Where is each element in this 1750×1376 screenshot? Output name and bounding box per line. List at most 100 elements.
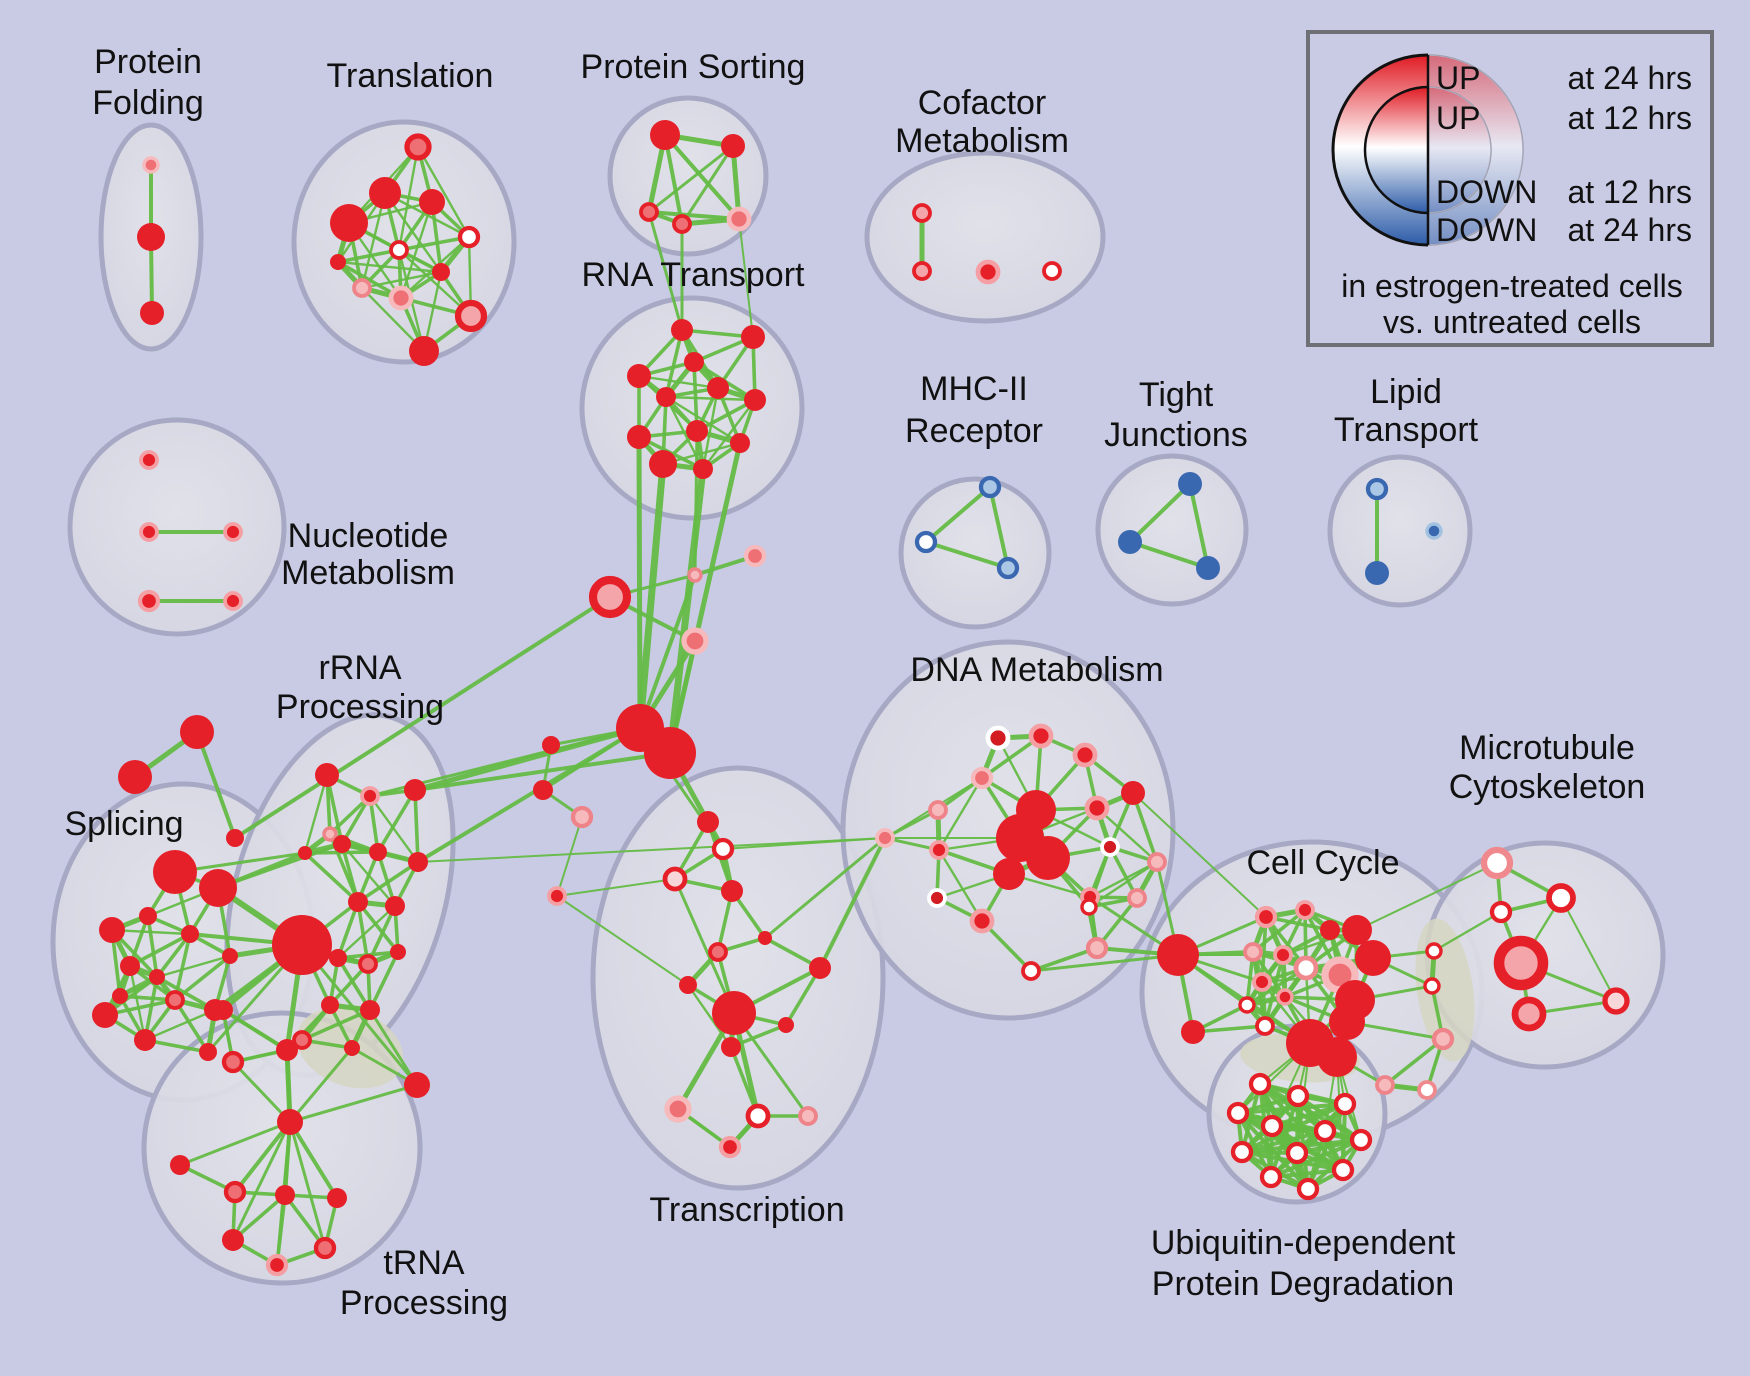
trna-processing-node <box>277 1109 303 1135</box>
network-edge <box>701 398 757 471</box>
cell-cycle-node <box>1355 940 1391 976</box>
rrna-processing-node <box>348 892 368 912</box>
network-edge <box>1188 482 1210 570</box>
transcription-node <box>758 931 772 945</box>
rna-transport-node <box>656 387 676 407</box>
lipid-transport-node <box>1365 477 1389 501</box>
tight-junctions-ellipse <box>1095 453 1249 607</box>
nucleotide-metabolism-label: Nucleotide <box>288 517 449 555</box>
trna-processing-node <box>170 1155 190 1175</box>
microtubule-cytoskeleton-node <box>1493 935 1549 991</box>
tight-junctions-node <box>1118 530 1142 554</box>
network-edge <box>637 374 720 390</box>
tight-junctions-label: Tight <box>1139 376 1214 414</box>
cell-cycle-node <box>1273 945 1293 965</box>
legend-caption-line-1: vs. untreated cells <box>1383 304 1641 340</box>
lipid-transport-label: Transport <box>1334 411 1479 449</box>
rna-transport-node <box>671 319 693 341</box>
microtubule-cytoskeleton-node <box>1511 996 1547 1032</box>
cofactor-metabolism-label: Metabolism <box>895 122 1069 160</box>
network-edge <box>692 360 699 433</box>
trna-processing-node <box>265 1253 289 1277</box>
lipid-transport-ellipse <box>1327 454 1473 608</box>
transcription-node <box>679 976 697 994</box>
network-edge <box>146 914 159 979</box>
network-edge <box>195 730 237 840</box>
network-edge <box>155 975 217 1012</box>
protein-folding-label: Protein <box>94 43 202 81</box>
ubiquitin-degradation-node <box>1331 1158 1355 1182</box>
splicing-node <box>149 969 165 985</box>
network-edge <box>686 983 733 1049</box>
trna-processing-node <box>222 1229 244 1251</box>
rrna-processing-node <box>408 852 428 872</box>
network-edge <box>738 218 754 338</box>
ubiquitin-degradation-node <box>1296 1177 1320 1201</box>
transcription-ellipse <box>590 765 886 1191</box>
translation-node <box>409 336 439 366</box>
network-edge <box>417 837 886 863</box>
ubiquitin-degradation-node <box>1248 1072 1272 1096</box>
dna-metabolism-node <box>969 908 995 934</box>
network-edge <box>1131 791 1159 864</box>
microtubule-cytoskeleton-label: Cytoskeleton <box>1449 768 1646 806</box>
splicing-node <box>199 869 237 907</box>
cell-cycle-node <box>1342 915 1372 945</box>
lipid-transport-node <box>1425 522 1443 540</box>
network-edge <box>1240 1129 1327 1154</box>
dna-metabolism-node <box>928 800 948 820</box>
dna-metabolism-node <box>1147 852 1167 872</box>
protein-sorting-node <box>650 120 680 150</box>
network-edge <box>233 595 612 840</box>
dna-metabolism-node <box>1026 836 1070 880</box>
rrna-processing-node <box>321 996 339 1014</box>
ubiquitin-degradation-node <box>1313 1119 1337 1143</box>
nucleotide-metabolism-node <box>223 591 243 611</box>
translation-node <box>419 189 445 215</box>
network-edge <box>143 1008 217 1042</box>
cofactor-metabolism-ellipse <box>864 150 1106 324</box>
nucleotide-metabolism-node <box>137 589 161 613</box>
transcription-node <box>809 957 831 979</box>
rrna-processing-node <box>329 949 347 967</box>
network-edge <box>1191 1024 1267 1034</box>
network-edge <box>636 460 667 732</box>
connector-node <box>547 886 567 906</box>
network-edge <box>1251 908 1307 954</box>
network-edge <box>356 860 420 904</box>
network-edge <box>288 1120 339 1200</box>
network-edge <box>1132 792 1267 918</box>
rna-transport-node <box>707 377 729 399</box>
translation-node <box>454 299 488 333</box>
legend-direction-2: DOWN <box>1436 174 1537 210</box>
network-edge <box>231 1060 292 1124</box>
rna-transport-node <box>649 450 677 478</box>
rrna-processing-node <box>358 954 378 974</box>
tight-junctions-node <box>1196 556 1220 580</box>
transcription-node <box>664 1095 692 1123</box>
network-edge <box>647 210 684 332</box>
network-edge <box>397 248 473 318</box>
trna-processing-node <box>276 1039 298 1061</box>
transcription-node <box>708 942 728 962</box>
network-edge <box>397 235 471 252</box>
nucleotide-metabolism-node <box>223 522 243 542</box>
protein-folding-node <box>137 223 165 251</box>
ubiquitin-degradation-node <box>1285 1141 1309 1165</box>
network-edge <box>673 877 736 1015</box>
protein-folding-node <box>140 301 164 325</box>
transcription-node <box>711 837 735 861</box>
translation-node <box>330 254 346 270</box>
splicing-node <box>165 990 185 1010</box>
dna-metabolism-node <box>1121 781 1145 805</box>
protein-folding-label: Folding <box>92 84 204 122</box>
dna-metabolism-node <box>985 725 1011 751</box>
network-edge <box>1269 1168 1345 1179</box>
transcription-node <box>697 811 719 833</box>
dna-metabolism-node <box>1021 961 1041 981</box>
microtubule-cytoskeleton-node <box>1425 942 1443 960</box>
network-edge <box>300 1008 372 1042</box>
translation-node <box>457 225 481 249</box>
dna-metabolism-node <box>1084 795 1110 821</box>
